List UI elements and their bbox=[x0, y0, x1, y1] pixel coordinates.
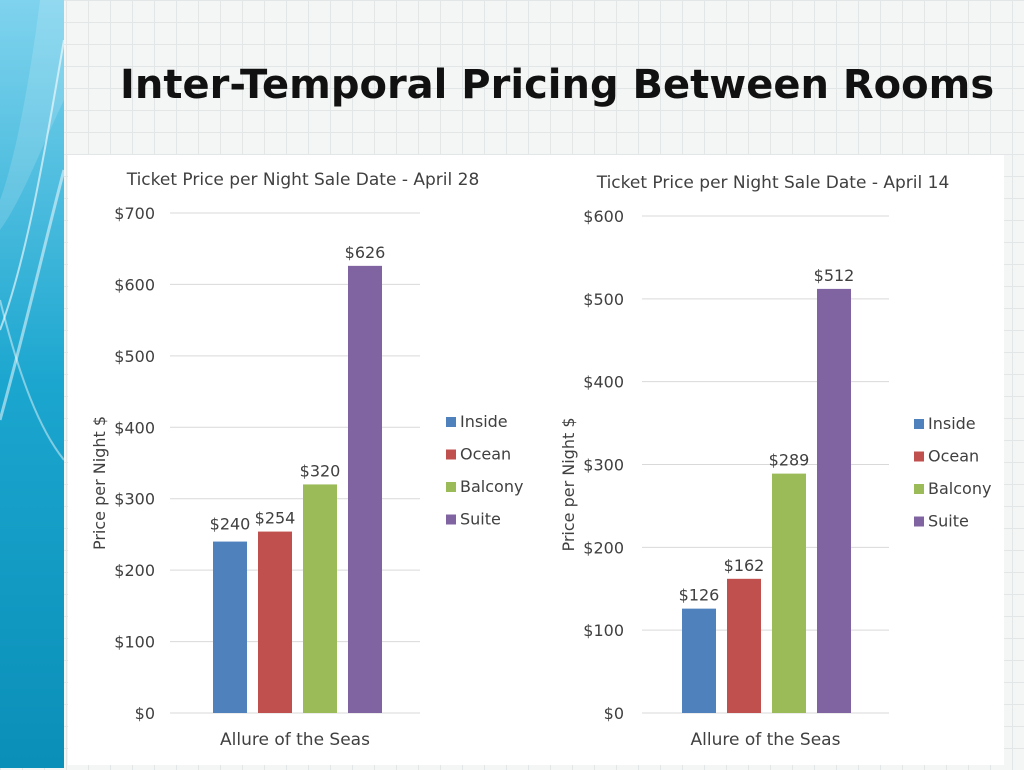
y-tick-label: $0 bbox=[135, 704, 155, 723]
bar-suite bbox=[348, 265, 382, 713]
legend-swatch-suite bbox=[446, 514, 456, 525]
y-tick-label: $300 bbox=[583, 456, 624, 475]
y-tick-label: $200 bbox=[114, 561, 155, 580]
y-axis-label: Price per Night $ bbox=[559, 417, 578, 551]
data-label-ocean: $162 bbox=[724, 556, 765, 575]
y-tick-label: $400 bbox=[114, 418, 155, 437]
legend-swatch-ocean bbox=[446, 449, 456, 460]
y-tick-label: $500 bbox=[114, 347, 155, 366]
charts-panel: Ticket Price per Night Sale Date - April… bbox=[68, 155, 1004, 765]
data-label-inside: $240 bbox=[210, 515, 251, 534]
y-tick-label: $300 bbox=[114, 490, 155, 509]
data-label-balcony: $289 bbox=[769, 451, 810, 470]
legend-swatch-balcony bbox=[446, 482, 456, 492]
data-label-inside: $126 bbox=[679, 586, 720, 605]
y-tick-label: $600 bbox=[583, 207, 624, 226]
bar-inside bbox=[682, 608, 716, 713]
legend-label-inside: Inside bbox=[928, 414, 976, 433]
y-tick-label: $200 bbox=[583, 538, 624, 557]
charts-svg: Ticket Price per Night Sale Date - April… bbox=[90, 170, 991, 750]
data-label-suite: $512 bbox=[814, 266, 855, 285]
data-label-balcony: $320 bbox=[300, 461, 341, 480]
y-tick-label: $700 bbox=[114, 204, 155, 223]
y-tick-label: $100 bbox=[583, 621, 624, 640]
x-axis-label: Allure of the Seas bbox=[220, 730, 370, 750]
legend-swatch-inside bbox=[446, 417, 456, 427]
y-tick-label: $500 bbox=[583, 290, 624, 309]
legend-swatch-balcony bbox=[914, 484, 924, 494]
y-tick-label: $0 bbox=[604, 704, 624, 723]
legend-label-ocean: Ocean bbox=[928, 447, 979, 466]
bar-ocean bbox=[258, 531, 292, 713]
x-axis-label: Allure of the Seas bbox=[691, 730, 841, 750]
bar-ocean bbox=[727, 578, 761, 713]
y-tick-label: $100 bbox=[114, 633, 155, 652]
legend-label-inside: Inside bbox=[460, 412, 508, 431]
bar-balcony bbox=[303, 484, 337, 713]
y-axis-label: Price per Night $ bbox=[90, 416, 109, 550]
slide-title: Inter-Temporal Pricing Between Rooms bbox=[120, 62, 995, 108]
decorative-side-band bbox=[0, 0, 64, 768]
legend-label-ocean: Ocean bbox=[460, 445, 511, 464]
legend-label-balcony: Balcony bbox=[460, 477, 523, 496]
chart-title: Ticket Price per Night Sale Date - April… bbox=[596, 173, 950, 193]
legend-label-suite: Suite bbox=[928, 512, 969, 531]
legend-swatch-suite bbox=[914, 516, 924, 527]
y-tick-label: $400 bbox=[583, 373, 624, 392]
legend-swatch-inside bbox=[914, 419, 924, 429]
data-label-suite: $626 bbox=[345, 243, 386, 262]
legend-swatch-ocean bbox=[914, 451, 924, 462]
data-label-ocean: $254 bbox=[255, 509, 296, 528]
legend-label-suite: Suite bbox=[460, 510, 501, 529]
chart-title: Ticket Price per Night Sale Date - April… bbox=[126, 170, 480, 190]
bar-suite bbox=[817, 288, 851, 713]
y-tick-label: $600 bbox=[114, 275, 155, 294]
bar-balcony bbox=[772, 473, 806, 713]
legend-label-balcony: Balcony bbox=[928, 479, 991, 498]
bar-inside bbox=[213, 541, 247, 713]
